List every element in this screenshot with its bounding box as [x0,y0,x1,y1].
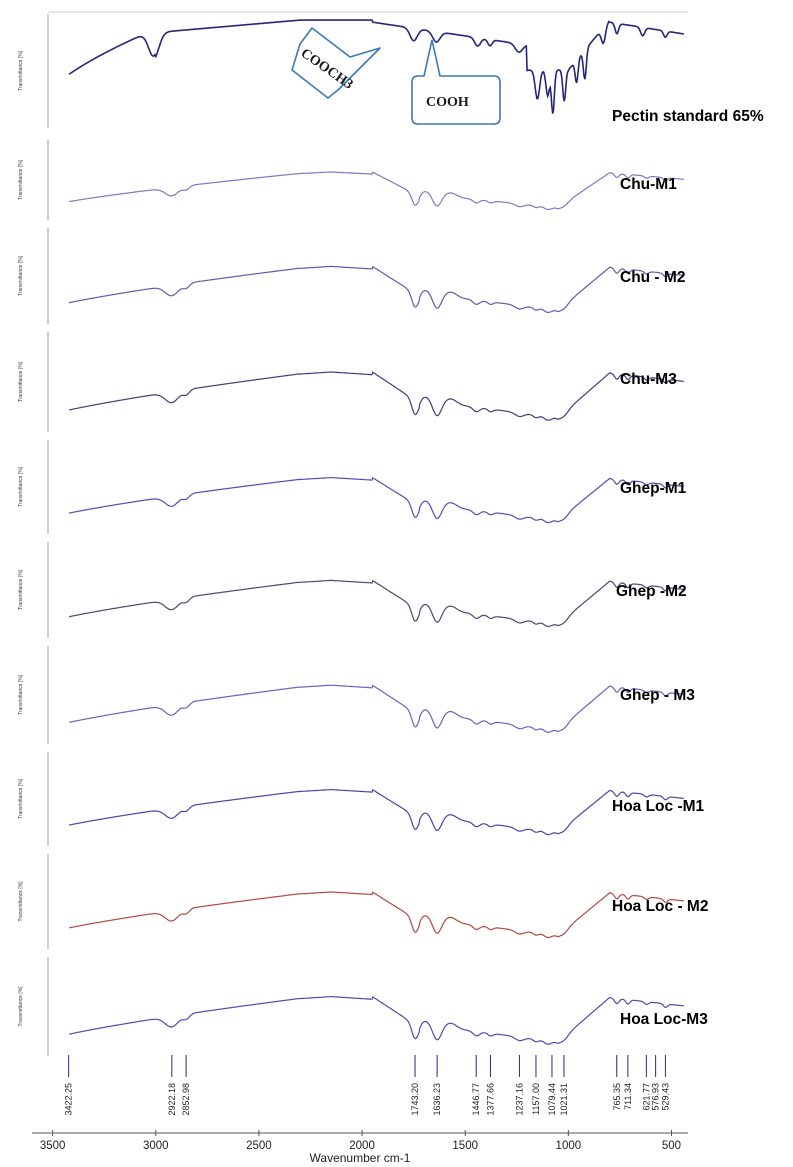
spectrum-line [68,995,684,1045]
x-tick-label: 1000 [556,1140,582,1152]
y-axis-label: Transmittance [%] [18,159,24,200]
peak-label: 765.35 [612,1083,622,1111]
series-label: Hoa Loc-M3 [620,1011,708,1028]
series-label: Ghep - M3 [620,687,695,704]
spectrum-panel: Transmittance [%] Hoa Loc-M3 [18,957,708,1056]
x-axis: Wavenumber cm-1 3500 3000 2500 2000 1500 1000… [32,1130,688,1165]
x-tick-label: 1500 [452,1140,478,1152]
peak-label: 1446.77 [471,1083,481,1116]
peak-label: 1377.66 [485,1083,495,1116]
y-axis-label: Transmittance [%] [18,255,24,296]
peak-label: 1079.44 [547,1083,557,1116]
spectra-panels: Transmittance [%]Pectin standard 65%Tran… [18,11,764,1056]
x-tick-label: 2500 [246,1140,272,1152]
callout-bubble [291,27,381,99]
series-label: Hoa Loc -M1 [612,798,705,815]
spectrum-line [69,476,684,524]
spectrum-line [69,684,684,733]
callout-cooh-text: COOH [426,95,469,110]
callout-bubble [411,39,501,125]
peak-label: 621.77 [641,1083,651,1111]
x-tick-label: 2000 [349,1140,375,1152]
spectrum-line [69,171,684,211]
series-label: Pectin standard 65% [612,108,764,125]
series-label: Chu-M3 [620,371,677,388]
spectrum-panel: Transmittance [%] Hoa Loc - M2 [18,854,708,949]
y-axis-label: Transmittance [%] [18,466,24,507]
y-axis-label: Transmittance [%] [18,50,24,91]
spectrum-panel: Transmittance [%] Hoa Loc -M1 [18,752,705,846]
y-axis-label: Transmittance [%] [18,881,24,922]
spectrum-panel: Transmittance [%] Chu-M1 [18,140,684,220]
callout-cooh: COOH [411,39,501,125]
spectrum-panel: Transmittance [%] Ghep - M3 [18,646,695,744]
y-axis-label: Transmittance [%] [18,569,24,610]
x-axis-label: Wavenumber cm-1 [310,1151,411,1165]
y-axis-label: Transmittance [%] [18,986,24,1027]
spectrum-panel: Transmittance [%] Ghep-M1 [18,440,687,534]
spectrum-line [68,371,684,421]
peak-label: 1157.00 [531,1083,541,1115]
peak-label: 2852.98 [181,1083,191,1116]
series-label: Chu-M1 [620,176,677,193]
spectrum-panel: Transmittance [%] Pectin standard 65% [18,11,764,128]
y-axis-label: Transmittance [%] [18,674,24,715]
peak-label: 3422.25 [64,1083,74,1116]
spectrum-panel: Transmittance [%] Chu - M2 [18,228,685,324]
spectrum-line [68,891,684,939]
x-tick-label: 3500 [40,1140,66,1152]
spectrum-line [68,265,684,313]
peak-label: 2922.18 [167,1083,177,1116]
x-tick-label: 500 [662,1140,681,1152]
peak-markers: 3422.25 2922.18 2852.98 1743.20 1636.23 1446.… [64,1055,670,1116]
x-tick-label: 3000 [143,1140,169,1152]
callouts: COOCH3 COOH [291,27,501,125]
series-label: Chu - M2 [620,269,685,286]
peak-label: 1237.16 [514,1083,524,1116]
peak-label: 529.43 [660,1083,670,1111]
y-axis-label: Transmittance [%] [18,361,24,402]
series-label: Ghep-M1 [620,480,687,497]
peak-label: 576.93 [651,1083,661,1111]
peak-label: 1021.31 [559,1083,569,1116]
spectrum-line [69,788,684,836]
callout-cooch3: COOCH3 [291,27,381,99]
peak-label: 1636.23 [432,1083,442,1116]
peak-label: 1743.20 [410,1083,420,1116]
series-label: Hoa Loc - M2 [612,898,708,915]
series-label: Ghep -M2 [616,583,687,600]
y-axis-label: Transmittance [%] [18,778,24,819]
spectrum-line [68,19,684,114]
spectrum-panel: Transmittance [%] Ghep -M2 [18,542,687,638]
peak-label: 711.34 [623,1083,633,1110]
spectrum-line [68,579,684,627]
spectrum-panel: Transmittance [%] Chu-M3 [18,332,684,432]
